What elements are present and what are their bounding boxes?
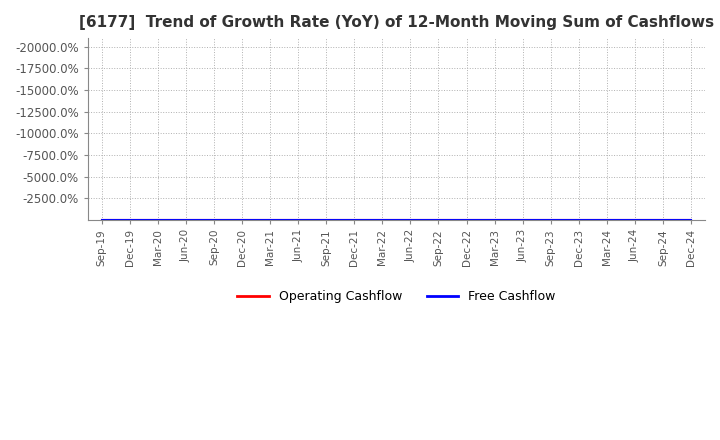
Legend: Operating Cashflow, Free Cashflow: Operating Cashflow, Free Cashflow bbox=[233, 285, 560, 308]
Title: [6177]  Trend of Growth Rate (YoY) of 12-Month Moving Sum of Cashflows: [6177] Trend of Growth Rate (YoY) of 12-… bbox=[78, 15, 714, 30]
